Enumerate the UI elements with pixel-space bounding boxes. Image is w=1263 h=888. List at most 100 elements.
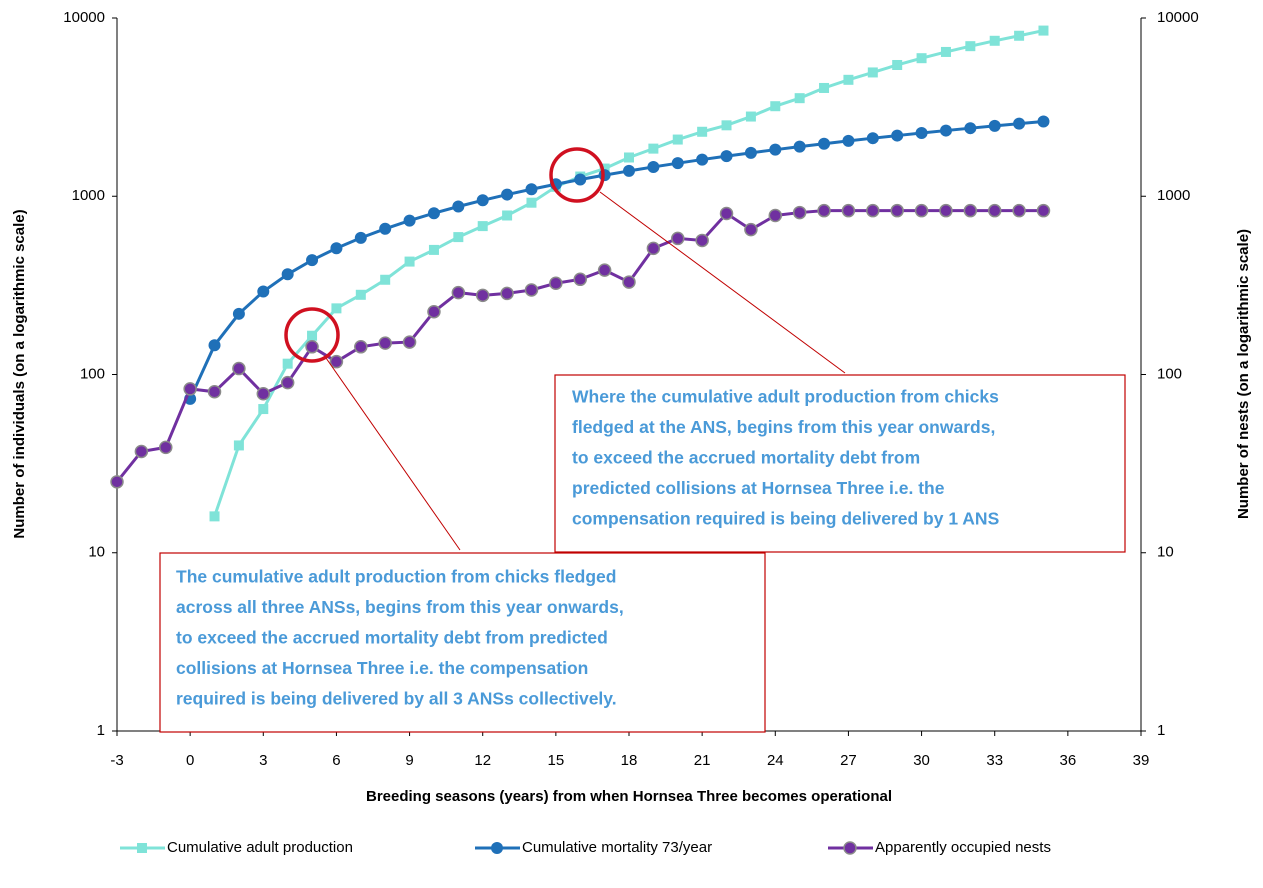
data-point (305, 340, 319, 354)
y2-tick-label: 100 (1157, 365, 1182, 382)
data-point (280, 375, 295, 390)
legend-label: Cumulative mortality 73/year (522, 839, 712, 856)
data-point (648, 143, 659, 154)
data-point (768, 208, 783, 223)
data-point (330, 242, 343, 255)
annotation-text: The cumulative adult production from chi… (176, 567, 616, 587)
data-point (380, 274, 391, 285)
data-point (232, 307, 245, 320)
y2-tick-label: 1000 (1157, 187, 1190, 204)
data-point (208, 339, 221, 352)
annotation-text: to exceed the accrued mortality debt fro… (176, 628, 608, 648)
y-axis-title: Number of individuals (on a logarithmic … (11, 209, 28, 538)
data-point (427, 304, 441, 319)
data-point (526, 197, 537, 208)
data-point (914, 203, 929, 218)
data-point (306, 254, 319, 267)
y-tick-label: 1 (97, 722, 105, 739)
data-point (623, 164, 635, 177)
data-point (720, 150, 733, 163)
y2-tick-label: 1 (1157, 722, 1165, 739)
data-point (841, 203, 856, 218)
data-point (793, 140, 806, 153)
data-point (1014, 30, 1025, 41)
data-point (671, 157, 684, 170)
x-tick-label: 12 (474, 752, 491, 769)
data-point (549, 276, 563, 291)
y2-tick-label: 10 (1157, 544, 1174, 561)
annotation-text: compensation required is being delivered… (572, 509, 999, 529)
data-point (1012, 203, 1026, 218)
data-point (574, 173, 587, 186)
annotation-box (554, 374, 1126, 553)
highlight-circle (549, 147, 605, 203)
x-tick-label: 39 (1133, 752, 1150, 769)
annotation-box (159, 552, 766, 733)
data-point (524, 283, 539, 297)
data-point (232, 361, 246, 376)
data-point (110, 475, 124, 489)
data-point (256, 386, 271, 401)
data-point (573, 272, 587, 287)
data-point (695, 233, 709, 248)
annotation-text: Where the cumulative adult production fr… (572, 387, 999, 407)
x-tick-label: 24 (767, 752, 784, 769)
data-point (769, 143, 782, 156)
data-point (672, 134, 683, 145)
data-point (671, 231, 685, 246)
data-point (500, 286, 514, 301)
data-point (794, 93, 805, 104)
legend-marker (137, 843, 147, 853)
data-point (915, 127, 928, 140)
data-point (646, 241, 661, 256)
data-point (427, 207, 440, 220)
legend-marker (491, 842, 503, 854)
data-point (916, 53, 927, 64)
data-point (209, 511, 220, 522)
x-tick-label: 0 (186, 752, 194, 769)
annotation-text: collisions at Hornsea Three i.e. the com… (176, 658, 588, 678)
data-point (525, 183, 538, 196)
data-point (329, 354, 344, 369)
data-point (843, 74, 854, 85)
y-tick-label: 10 (88, 544, 105, 561)
data-point (988, 119, 1001, 132)
data-point (402, 335, 417, 349)
x-tick-label: 21 (694, 752, 711, 769)
x-axis-title: Breeding seasons (years) from when Horns… (366, 788, 892, 805)
annotation-text: predicted collisions at Hornsea Three i.… (572, 478, 945, 498)
data-point (378, 336, 392, 350)
data-point (331, 303, 342, 314)
data-point (721, 120, 732, 131)
data-point (501, 188, 514, 201)
data-point (842, 134, 855, 147)
legend-item: Cumulative mortality 73/year (475, 839, 712, 856)
x-tick-label: 3 (259, 752, 267, 769)
data-point (477, 221, 488, 232)
data-point (890, 203, 904, 218)
data-point (233, 440, 244, 451)
data-point (939, 124, 952, 137)
data-point (745, 111, 756, 122)
data-point (647, 160, 660, 173)
data-point (892, 59, 903, 70)
data-point (599, 163, 610, 174)
data-point (697, 126, 708, 137)
legend-label: Cumulative adult production (167, 839, 353, 856)
data-point (1038, 25, 1049, 36)
data-point (744, 222, 758, 237)
data-point (866, 203, 880, 218)
data-point (1013, 117, 1026, 130)
x-tick-label: 33 (986, 752, 1003, 769)
y-tick-label: 100 (80, 365, 105, 382)
data-point (282, 358, 293, 369)
legend-marker (843, 841, 857, 855)
data-point (818, 137, 831, 150)
data-point (817, 203, 831, 218)
data-point (257, 285, 270, 298)
data-point (622, 275, 636, 289)
data-point (307, 330, 318, 341)
annotation-text: required is being delivered by all 3 ANS… (176, 689, 617, 709)
y-tick-label: 1000 (72, 187, 105, 204)
